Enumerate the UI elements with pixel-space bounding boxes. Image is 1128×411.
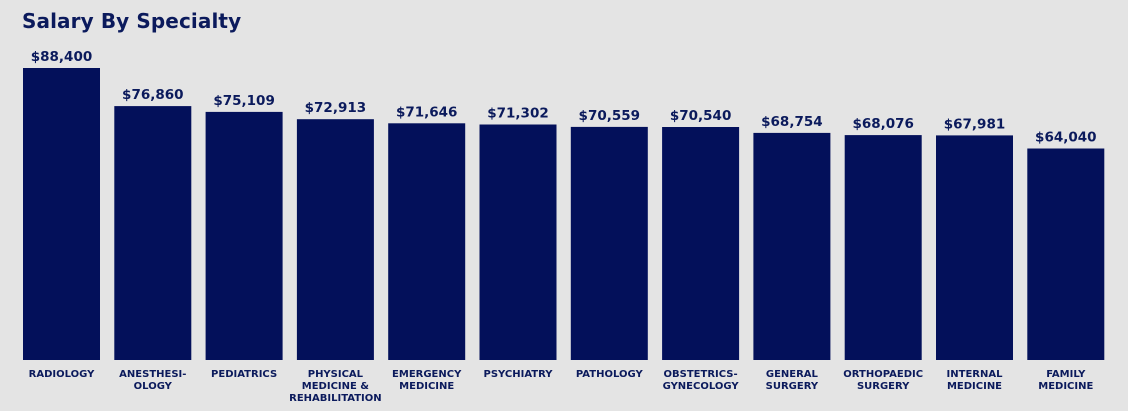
category-label: PATHOLOGY	[576, 369, 644, 380]
category-label: MEDICINE &	[302, 381, 370, 392]
value-label: $76,860	[122, 87, 184, 103]
category-label: REHABILITATION	[289, 393, 382, 404]
bar	[23, 68, 100, 360]
bar	[844, 135, 922, 360]
category-label: PEDIATRICS	[211, 369, 277, 380]
bar	[205, 111, 283, 361]
category-label: SURGERY	[857, 381, 910, 392]
value-label: $67,981	[944, 116, 1006, 132]
category-label: FAMILY	[1046, 369, 1086, 380]
value-label: $72,913	[305, 100, 367, 116]
category-label: ORTHOPAEDIC	[843, 369, 923, 380]
category-label: PHYSICAL	[308, 369, 364, 380]
bar	[1027, 148, 1105, 360]
value-label: $68,076	[852, 116, 914, 132]
category-label: EMERGENCY	[392, 369, 462, 380]
value-label: $70,540	[670, 108, 732, 124]
value-label: $68,754	[761, 114, 823, 130]
bar	[936, 135, 1013, 360]
category-label: ANESTHESI-	[119, 369, 186, 380]
category-label: OBSTETRICS-	[664, 369, 738, 380]
value-label: $70,559	[579, 108, 641, 124]
value-label: $64,040	[1035, 130, 1097, 146]
category-label: MEDICINE	[947, 381, 1002, 392]
category-label: PSYCHIATRY	[483, 369, 553, 380]
category-label: GENERAL	[766, 369, 819, 380]
bar	[479, 124, 557, 360]
bar	[753, 132, 831, 360]
category-label: MEDICINE	[399, 381, 454, 392]
category-label: SURGERY	[766, 381, 819, 392]
chart-title: Salary By Specialty	[22, 9, 242, 33]
category-label: MEDICINE	[1038, 381, 1093, 392]
category-label: GYNECOLOGY	[663, 381, 740, 392]
bar	[570, 126, 648, 361]
bar	[662, 127, 740, 360]
value-label: $75,109	[213, 93, 275, 109]
value-label: $71,646	[396, 104, 458, 120]
category-label: OLOGY	[134, 381, 173, 392]
bar	[388, 123, 466, 360]
category-label: INTERNAL	[947, 369, 1004, 380]
bar	[296, 119, 374, 360]
value-label: $71,302	[487, 106, 549, 122]
value-label: $88,400	[31, 49, 93, 65]
bar	[114, 106, 192, 360]
category-label: RADIOLOGY	[29, 369, 95, 380]
